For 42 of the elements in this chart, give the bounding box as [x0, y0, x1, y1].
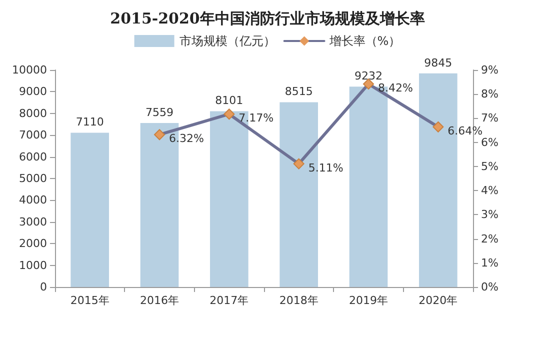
y-tick-label: 0	[40, 280, 47, 294]
y-tick-label: 7000	[19, 128, 47, 142]
y-tick-label: 9000	[19, 85, 47, 98]
data-label: 8101	[215, 94, 244, 108]
y-tick-label: 10000	[12, 64, 47, 76]
y-tick-label: 1000	[19, 258, 47, 272]
data-label: 7559	[146, 106, 174, 119]
x-tick-label: 2017年	[210, 294, 249, 307]
bar	[70, 132, 109, 287]
y-tick-label: 8000	[19, 106, 47, 120]
y-tick-label: 2000	[19, 237, 47, 250]
x-tick-label: 2018年	[279, 294, 318, 307]
y-tick-label: 5000	[19, 172, 47, 185]
data-label: 9845	[424, 56, 452, 70]
data-label: 6.64%	[448, 124, 483, 138]
y2-tick-label: 5%	[481, 160, 498, 173]
data-label: 6.32%	[169, 132, 204, 146]
y2-tick-label: 1%	[481, 256, 498, 270]
x-tick-label: 2019年	[349, 294, 388, 307]
y-tick-label: 3000	[19, 215, 47, 228]
x-tick-label: 2020年	[418, 294, 458, 307]
y2-tick-label: 4%	[481, 184, 498, 198]
y2-tick-label: 6%	[481, 136, 498, 149]
x-tick-label: 2015年	[70, 294, 110, 307]
y2-tick-label: 9%	[481, 64, 498, 76]
data-label: 9232	[354, 70, 382, 83]
y2-tick-label: 8%	[481, 88, 498, 101]
legend-label: 增长率（%）	[328, 34, 401, 48]
y2-tick-label: 3%	[481, 208, 498, 222]
y-tick-label: 4000	[19, 194, 47, 207]
y2-tick-label: 2%	[481, 232, 498, 246]
y2-tick-label: 7%	[481, 112, 498, 125]
legend-label: 市场规模（亿元）	[179, 34, 276, 48]
y2-tick-label: 0%	[481, 280, 498, 294]
data-label: 5.11%	[308, 161, 344, 174]
y-tick-label: 6000	[19, 150, 47, 164]
data-label: 7.17%	[238, 112, 274, 125]
data-label: 8515	[284, 85, 313, 98]
x-tick-label: 2016年	[140, 294, 179, 307]
data-label: 7110	[76, 116, 104, 129]
chart-title: 2015-2020年中国消防行业市场规模及增长率	[110, 10, 425, 28]
data-label: 8.42%	[378, 81, 413, 94]
